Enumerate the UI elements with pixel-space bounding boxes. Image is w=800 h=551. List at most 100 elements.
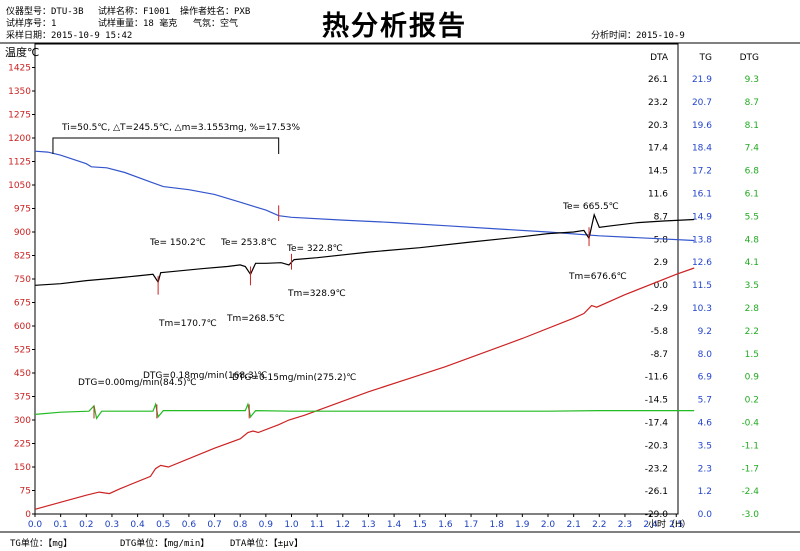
header-operator: 操作者姓名：PXB xyxy=(180,7,251,17)
tm-label-4: Tm=676.6℃ xyxy=(568,272,627,282)
x-tick-label: 0.7 xyxy=(207,520,221,530)
temperature-line xyxy=(34,267,695,510)
right-axis-dtg-label: 0.2 xyxy=(745,396,759,406)
y-tick-label: 675 xyxy=(14,299,31,309)
x-tick-label: 2.3 xyxy=(618,520,632,530)
right-axis-dtg-label: 6.1 xyxy=(745,190,759,200)
right-axis-dtg-label: 6.8 xyxy=(745,167,760,177)
y-tick-label: 150 xyxy=(14,463,31,473)
x-tick-label: 0.0 xyxy=(28,520,43,530)
y-tick-label: 300 xyxy=(14,416,31,426)
right-axis-header-tg: TG xyxy=(699,53,712,63)
x-tick-label: 0.8 xyxy=(233,520,248,530)
right-axis-dtg-label: 7.4 xyxy=(745,144,760,154)
right-axis-dtg-label: 1.5 xyxy=(745,350,759,360)
right-axis-dtg-label: -0.4 xyxy=(741,419,759,429)
x-tick-label: 2.2 xyxy=(592,520,606,530)
footer-dtg-unit: DTG单位：【mg/min】 xyxy=(120,539,210,549)
right-axis-tg-label: 8.0 xyxy=(698,350,713,360)
header-sample-date: 采样日期：2015-10-9 15:42 xyxy=(6,31,133,41)
x-tick-label: 0.1 xyxy=(53,520,67,530)
right-axis-dtg-label: 8.1 xyxy=(745,121,759,131)
right-axis-tg-label: 1.2 xyxy=(698,487,712,497)
x-tick-label: 1.4 xyxy=(387,520,402,530)
right-axis-dtg-label: 4.1 xyxy=(745,258,759,268)
y-tick-label: 525 xyxy=(14,346,31,356)
right-axis-tg-label: 17.2 xyxy=(692,167,712,177)
right-axis-tg-label: 12.6 xyxy=(692,258,712,268)
x-tick-label: 0.2 xyxy=(79,520,93,530)
x-tick-label: 2.4 xyxy=(643,520,658,530)
y-tick-label: 825 xyxy=(14,252,31,262)
right-axis-tg-label: 16.1 xyxy=(692,190,712,200)
te-label-3: Te= 322.8℃ xyxy=(286,244,343,254)
right-axis-dtg-label: -1.1 xyxy=(741,441,759,451)
y-tick-label: 1425 xyxy=(8,64,31,74)
x-tick-label: 1.1 xyxy=(310,520,324,530)
right-axis-dta-label: 20.3 xyxy=(648,121,668,131)
right-axis-dtg-label: 2.8 xyxy=(745,304,760,314)
right-axis-dtg-label: -1.7 xyxy=(741,464,759,474)
right-axis-header-dta: DTA xyxy=(650,53,669,63)
tg-line xyxy=(34,150,695,242)
dtg-label-2: DTG=0.18mg/min(168.3)℃ xyxy=(143,371,267,381)
x-tick-label: 0.4 xyxy=(130,520,145,530)
y-axis-label: 温度℃ xyxy=(5,45,39,59)
x-tick-label: 1.7 xyxy=(464,520,478,530)
tm-label-2: Tm=268.5℃ xyxy=(226,314,285,324)
step-annotation: Ti=50.5℃, △T=245.5℃, △m=3.1553mg, %=17.5… xyxy=(61,123,300,133)
x-tick-label: 0.6 xyxy=(182,520,197,530)
y-tick-label: 1200 xyxy=(8,134,31,144)
right-axis-dtg-label: 0.9 xyxy=(745,373,760,383)
right-axis-tg-label: 11.5 xyxy=(692,281,712,291)
right-axis-dta-label: 0.0 xyxy=(654,281,669,291)
right-axis-dta-label: 8.7 xyxy=(654,212,668,222)
right-axis-dtg-label: -2.4 xyxy=(741,487,759,497)
y-tick-label: 600 xyxy=(14,322,31,332)
right-axis-dtg-label: 4.8 xyxy=(745,235,760,245)
right-axis-dta-label: -11.6 xyxy=(645,373,669,383)
right-axis-dta-label: 5.8 xyxy=(654,235,669,245)
right-axis-dta-label: 17.4 xyxy=(648,144,668,154)
right-axis-dtg-label: 8.7 xyxy=(745,98,759,108)
te-label-1: Te= 150.2℃ xyxy=(149,238,206,248)
footer-tg-unit: TG单位：【mg】 xyxy=(10,539,73,549)
x-tick-label: 1.0 xyxy=(284,520,299,530)
right-axis-dta-label: -29.0 xyxy=(645,510,669,520)
right-axis-dtg-label: 2.2 xyxy=(745,327,759,337)
y-tick-label: 225 xyxy=(14,440,31,450)
header-atmosphere: 气氛：空气 xyxy=(193,19,239,29)
right-axis-dta-label: 26.1 xyxy=(648,75,668,85)
y-tick-label: 1275 xyxy=(8,111,31,121)
right-axis-dta-label: 14.5 xyxy=(648,167,668,177)
x-axis-label: 小时（H） xyxy=(648,518,691,530)
y-tick-label: 750 xyxy=(14,275,31,285)
x-tick-label: 2.0 xyxy=(541,520,556,530)
y-tick-label: 900 xyxy=(14,228,31,238)
right-axis-tg-label: 13.8 xyxy=(692,235,712,245)
report-title: 热分析报告 xyxy=(322,11,467,42)
dta-line xyxy=(34,212,695,286)
x-tick-label: 0.3 xyxy=(105,520,119,530)
y-tick-label: 975 xyxy=(14,205,31,215)
right-axis-dta-label: -2.9 xyxy=(650,304,668,314)
x-tick-label: 0.5 xyxy=(156,520,170,530)
right-axis-tg-label: 3.5 xyxy=(698,441,712,451)
x-tick-label: 0.9 xyxy=(259,520,274,530)
header-instrument-model: 仪器型号：DTU-3B xyxy=(6,7,84,17)
x-tick-label: 2.5 xyxy=(669,520,683,530)
right-axis-dtg-label: 5.5 xyxy=(745,212,759,222)
right-axis-dta-label: -26.1 xyxy=(645,487,668,497)
y-tick-label: 1125 xyxy=(8,158,31,168)
right-axis-tg-label: 5.7 xyxy=(698,396,712,406)
header-sample-serial: 试样序号：1 xyxy=(6,19,57,29)
x-tick-label: 1.8 xyxy=(490,520,505,530)
right-axis-dta-label: -17.4 xyxy=(645,419,669,429)
right-axis-dtg-label: 3.5 xyxy=(745,281,759,291)
dtg-label-1: DTG=0.00mg/min(84.5)℃ xyxy=(78,378,197,388)
footer-dta-unit: DTA单位：【±μv】 xyxy=(230,539,304,549)
dtg-label-3: DTG=0.15mg/min(275.2)℃ xyxy=(232,373,356,383)
right-axis-dta-label: 11.6 xyxy=(648,190,668,200)
y-tick-label: 1350 xyxy=(8,87,31,97)
